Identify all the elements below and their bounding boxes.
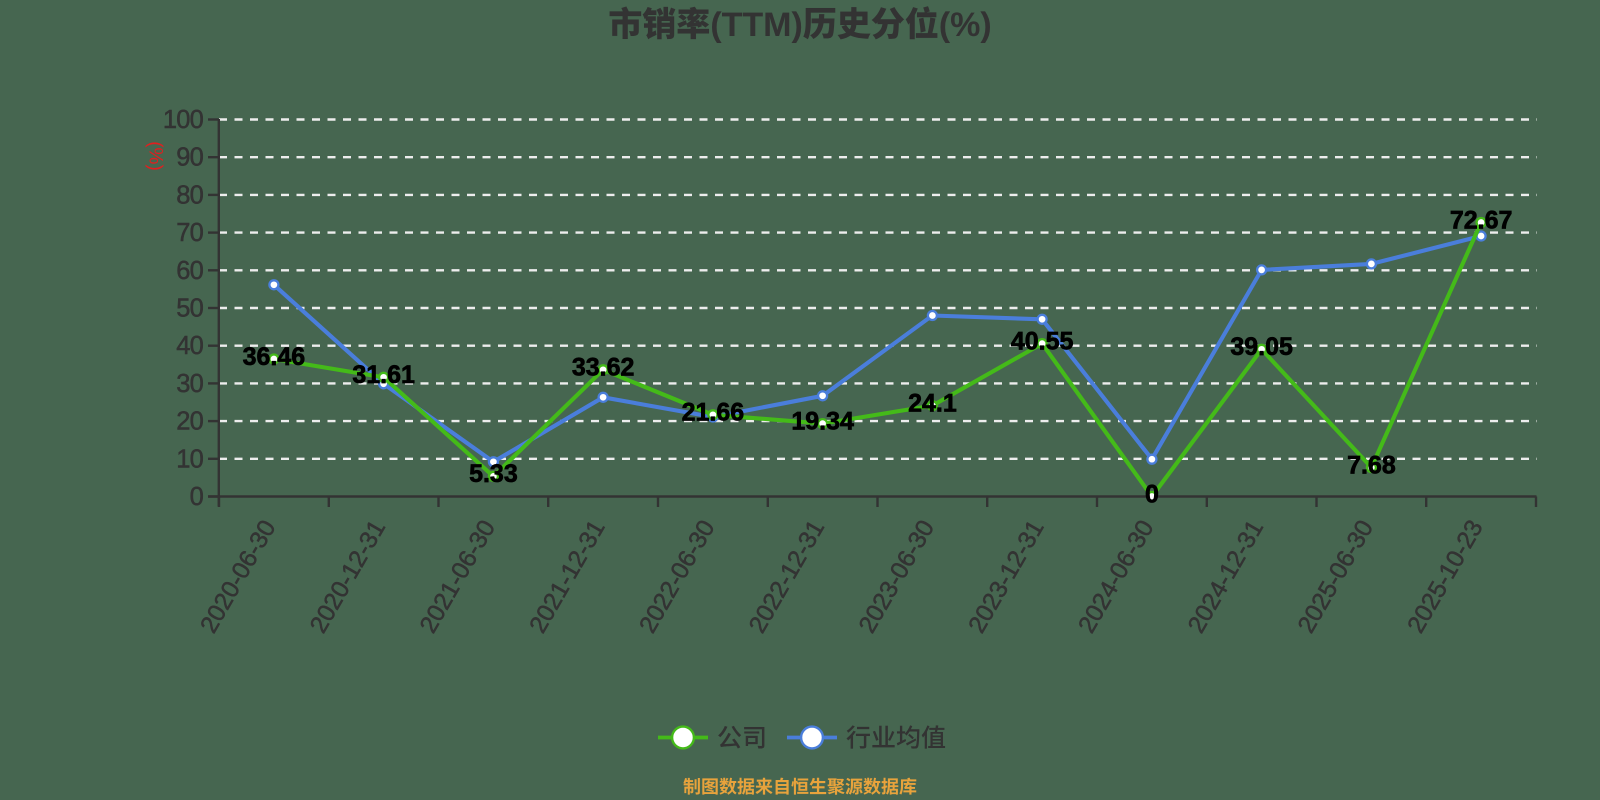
- svg-text:24.1: 24.1: [908, 389, 957, 417]
- svg-text:80: 80: [176, 181, 203, 209]
- svg-text:39.05: 39.05: [1230, 333, 1293, 361]
- svg-text:36.46: 36.46: [243, 343, 306, 371]
- svg-text:19.34: 19.34: [791, 407, 854, 435]
- svg-text:33.62: 33.62: [572, 354, 635, 382]
- svg-text:0: 0: [190, 483, 204, 511]
- svg-text:20: 20: [176, 408, 203, 436]
- svg-text:72.67: 72.67: [1450, 206, 1513, 234]
- svg-text:7.68: 7.68: [1347, 451, 1396, 479]
- svg-text:40: 40: [176, 332, 203, 360]
- svg-text:10: 10: [176, 445, 203, 473]
- svg-text:90: 90: [176, 144, 203, 172]
- svg-text:0: 0: [1145, 480, 1159, 508]
- svg-text:100: 100: [163, 106, 204, 134]
- svg-text:40.55: 40.55: [1011, 327, 1074, 355]
- svg-text:30: 30: [176, 370, 203, 398]
- svg-text:31.61: 31.61: [352, 361, 415, 389]
- svg-text:60: 60: [176, 257, 203, 285]
- svg-text:(%): (%): [145, 141, 166, 171]
- svg-text:70: 70: [176, 219, 203, 247]
- svg-text:5.33: 5.33: [469, 460, 518, 488]
- svg-text:21.66: 21.66: [682, 399, 745, 427]
- svg-text:50: 50: [176, 295, 203, 323]
